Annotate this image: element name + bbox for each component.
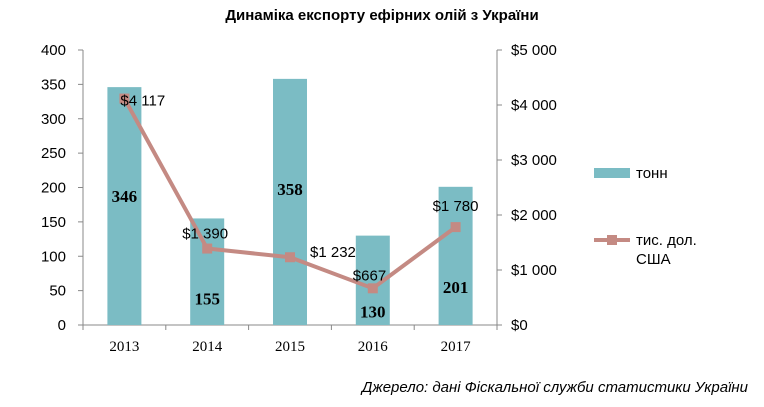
line-value-label: $1 780 [433,198,479,215]
line-point [285,252,295,263]
x-tick-label: 2017 [441,339,472,355]
left-tick-label: 250 [41,145,66,162]
x-tick-label: 2014 [192,339,223,355]
source-note: Джерело: дані Фіскальної служби статисти… [360,379,749,396]
x-tick-label: 2015 [275,339,305,355]
left-tick-label: 50 [49,283,66,300]
left-tick-label: 150 [41,214,66,231]
legend-swatch-marker [607,235,617,245]
line-value-labels: $4 117 $1 390 $1 232 $667 $1 780 [120,93,478,285]
left-tick-label: 100 [41,248,66,265]
right-axis: $0 $1 000 $2 000 $3 000 $4 000 $5 000 [496,42,557,334]
bar-value-label: 358 [277,180,303,199]
legend-label-line-1: тис. дол. [636,232,697,249]
line-value-label: $4 117 [120,93,165,110]
bar-value-label: 346 [112,187,138,206]
bar [273,78,307,325]
line-value-label: $1 232 [310,244,356,261]
left-tick-label: 300 [41,111,66,128]
line-series [119,93,461,294]
left-tick-label: 200 [41,180,66,197]
legend: тонн тис. дол. США [594,165,697,268]
right-tick-label: $2 000 [511,207,557,224]
right-tick-label: $3 000 [511,152,557,169]
x-tick-label: 2016 [358,339,389,355]
legend-swatch-bar [594,168,630,178]
bar-value-label: 130 [360,302,386,321]
bar [438,186,473,325]
legend-label-bar: тонн [636,165,668,182]
bar [107,87,142,325]
line-point [202,243,213,254]
right-tick-label: $1 000 [511,262,557,279]
chart-title: Динаміка експорту ефірних олій з України [225,7,538,24]
right-tick-label: $0 [511,317,528,334]
left-tick-label: 350 [41,76,66,93]
left-tick-label: 0 [58,317,66,334]
right-tick-label: $4 000 [511,97,557,114]
bar-value-label: 201 [443,278,469,297]
bar-value-label: 155 [194,290,220,309]
line-point [119,93,130,104]
left-axis: 0 50 100 150 200 250 300 350 400 [41,42,84,334]
line-value-label: $667 [353,267,386,284]
line-point [450,222,461,233]
legend-label-line-2: США [636,251,671,268]
bar-value-labels: 346 155 358 130 201 [112,180,469,321]
x-tick-label: 2013 [109,339,139,355]
right-tick-label: $5 000 [511,42,557,59]
bar-series [107,78,473,325]
left-tick-label: 400 [41,42,66,59]
x-axis: 2013 2014 2015 2016 2017 [82,324,498,355]
line-point [367,283,378,294]
bar [190,218,225,325]
line-value-label: $1 390 [182,226,228,243]
